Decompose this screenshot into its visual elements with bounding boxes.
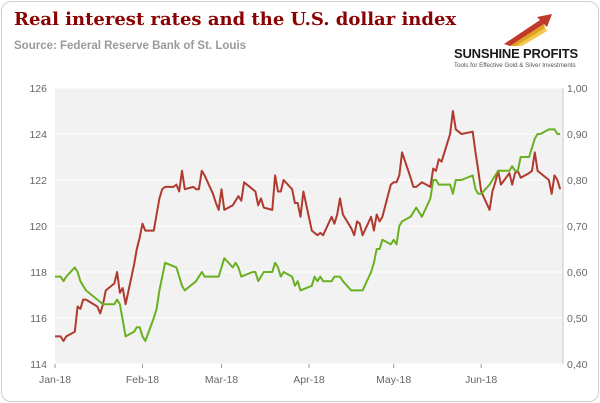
x-tick-label: Apr-18 xyxy=(293,374,325,386)
right-tick-label: 0,50 xyxy=(567,313,588,325)
left-tick-label: 118 xyxy=(30,267,47,279)
right-tick-label: 0,60 xyxy=(567,267,588,279)
logo-tagline: Tools for Effective Gold & Silver Invest… xyxy=(454,62,576,69)
right-tick-label: 0,80 xyxy=(567,175,588,187)
x-axis-ticks: Jan-18 Feb-18 Mar-18 Apr-18 May-18 Jun-18 xyxy=(39,364,497,386)
left-tick-label: 122 xyxy=(29,175,47,187)
right-tick-label: 1,00 xyxy=(567,83,588,95)
right-axis-ticks: 0,40 0,50 0,60 0,70 0,80 0,90 1,00 xyxy=(567,83,588,371)
logo-name: SUNSHINE PROFITS xyxy=(454,46,578,61)
gridlines xyxy=(55,87,564,365)
left-tick-label: 124 xyxy=(29,129,47,141)
right-tick-label: 0,90 xyxy=(567,129,588,141)
sunshine-profits-logo: SUNSHINE PROFITS Tools for Effective Gol… xyxy=(452,10,592,72)
right-tick-label: 0,40 xyxy=(567,359,588,371)
x-tick-label: Mar-18 xyxy=(205,374,238,386)
dollar-index-line xyxy=(55,110,562,342)
right-tick-label: 0,70 xyxy=(567,221,588,233)
chart-source: Source: Federal Reserve Bank of St. Loui… xyxy=(14,40,246,52)
logo-arrow-icon xyxy=(504,14,552,46)
left-tick-label: 114 xyxy=(30,359,47,371)
real-rate-line xyxy=(55,128,561,342)
left-tick-label: 126 xyxy=(29,83,47,95)
chart-title: Real interest rates and the U.S. dollar … xyxy=(14,9,457,30)
x-tick-label: May-18 xyxy=(376,374,411,386)
x-tick-label: Jun-18 xyxy=(465,374,497,386)
left-tick-label: 120 xyxy=(29,221,47,233)
series-lines xyxy=(55,110,562,342)
left-tick-label: 116 xyxy=(30,313,47,325)
x-tick-label: Jan-18 xyxy=(39,374,71,386)
left-axis-ticks: 114 116 118 120 122 124 126 xyxy=(29,83,47,371)
x-tick-label: Feb-18 xyxy=(126,374,159,386)
